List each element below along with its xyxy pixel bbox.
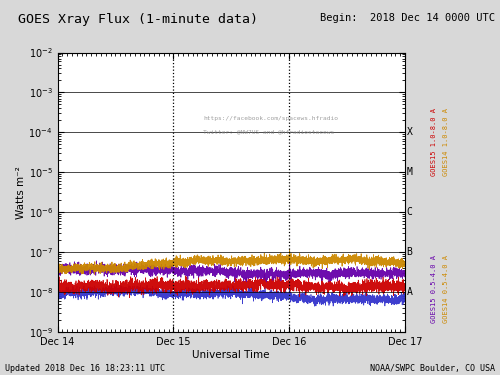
Text: GOES15 0.5-4.0 A: GOES15 0.5-4.0 A bbox=[431, 255, 437, 323]
Text: Begin:  2018 Dec 14 0000 UTC: Begin: 2018 Dec 14 0000 UTC bbox=[320, 13, 495, 23]
Text: NOAA/SWPC Boulder, CO USA: NOAA/SWPC Boulder, CO USA bbox=[370, 364, 495, 373]
Text: https://facebook.com/spacews.hfradio: https://facebook.com/spacews.hfradio bbox=[204, 116, 338, 120]
Text: X: X bbox=[406, 128, 412, 137]
Text: GOES15 1.0-8.0 A: GOES15 1.0-8.0 A bbox=[431, 108, 437, 177]
Text: GOES Xray Flux (1-minute data): GOES Xray Flux (1-minute data) bbox=[18, 13, 258, 26]
Text: C: C bbox=[406, 207, 412, 217]
Text: Twitter: @NW7US and @hfradiostacews: Twitter: @NW7US and @hfradiostacews bbox=[204, 129, 334, 135]
Text: B: B bbox=[406, 247, 412, 257]
Text: M: M bbox=[406, 167, 412, 177]
Text: GOES14 0.5-4.0 A: GOES14 0.5-4.0 A bbox=[444, 255, 450, 323]
X-axis label: Universal Time: Universal Time bbox=[192, 350, 270, 360]
Text: GOES14 1.0-8.0 A: GOES14 1.0-8.0 A bbox=[444, 108, 450, 177]
Text: A: A bbox=[406, 287, 412, 297]
Text: Updated 2018 Dec 16 18:23:11 UTC: Updated 2018 Dec 16 18:23:11 UTC bbox=[5, 364, 165, 373]
Y-axis label: Watts m⁻²: Watts m⁻² bbox=[16, 166, 26, 219]
